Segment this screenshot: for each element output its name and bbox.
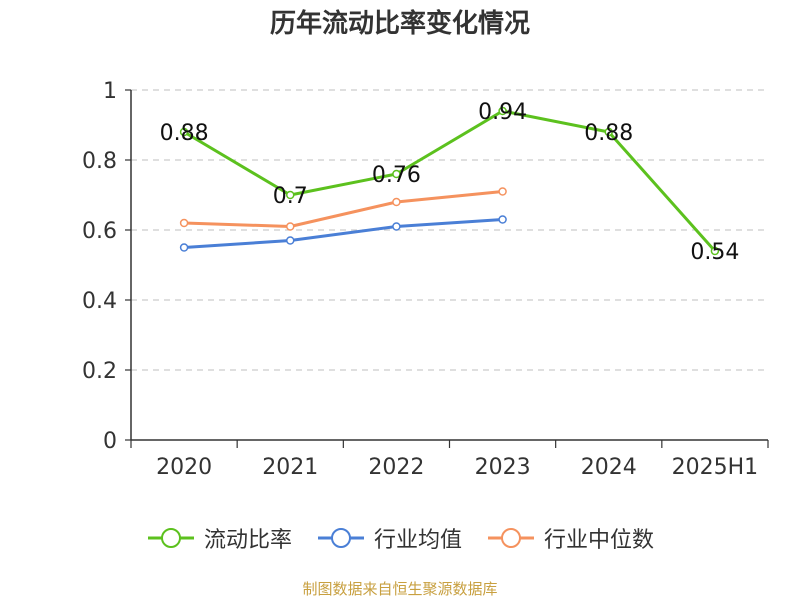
y-tick-label-4: 0.8 [82, 149, 117, 174]
data-label-3: 0.94 [478, 100, 527, 125]
y-tick-label-5: 1 [103, 79, 117, 104]
legend: 流动比率 行业均值 行业中位数 [0, 520, 800, 556]
point-0-4 [604, 127, 613, 137]
y-tick-label-3: 0.6 [82, 219, 117, 244]
point-1-3 [498, 215, 507, 224]
legend-label: 行业中位数 [544, 528, 655, 553]
legend-label: 流动比率 [203, 528, 292, 553]
y-tick-label-1: 0.2 [82, 359, 117, 384]
data-label-0: 0.88 [160, 121, 209, 146]
data-labels: 0.88 0.7 0.76 0.94 0.88 0.54 [160, 100, 740, 265]
point-2-3 [498, 187, 507, 196]
point-1-1 [286, 236, 295, 245]
legend-marker-icon [317, 528, 364, 548]
legend-marker-icon [488, 528, 534, 548]
point-0-5 [710, 246, 720, 256]
legend-marker-icon [147, 528, 194, 548]
series-lines [179, 106, 720, 256]
x-tick-label-1: 2021 [262, 455, 318, 480]
data-label-4: 0.88 [584, 121, 633, 146]
data-label-2: 0.76 [372, 163, 421, 188]
point-0-1 [286, 190, 295, 200]
legend-item-2[interactable]: 行业中位数 [486, 522, 654, 554]
point-0-3 [498, 106, 507, 116]
chart-title: 历年流动比率变化情况 [269, 9, 530, 39]
grid-lines [131, 89, 768, 371]
point-2-1 [286, 222, 295, 231]
source-note: 制图数据来自恒生聚源数据库 [302, 580, 498, 598]
point-1-2 [392, 222, 401, 231]
point-0-2 [392, 169, 401, 179]
x-tick-label-4: 2024 [581, 455, 637, 480]
axes: 0 0.2 0.4 0.6 0.8 1 2020 2021 2022 2023 2024 2025H1 [82, 79, 769, 480]
legend-item-0[interactable]: 流动比率 [146, 522, 292, 554]
data-label-5: 0.54 [690, 240, 739, 265]
y-tick-label-2: 0.4 [82, 289, 117, 314]
point-1-0 [179, 243, 189, 252]
x-tick-label-5: 2025H1 [672, 455, 759, 480]
point-0-0 [179, 127, 189, 137]
x-tick-label-2: 2022 [368, 455, 424, 480]
series-line-1 [183, 218, 503, 249]
data-label-1: 0.7 [273, 184, 308, 209]
point-2-0 [179, 218, 189, 228]
y-tick-label-0: 0 [103, 429, 117, 454]
legend-item-1[interactable]: 行业均值 [316, 522, 462, 554]
series-line-2 [184, 190, 503, 228]
x-tick-label-3: 2023 [475, 455, 531, 480]
point-2-2 [392, 197, 401, 207]
legend-label: 行业均值 [373, 528, 462, 553]
series-line-0 [183, 109, 717, 252]
x-tick-label-0: 2020 [156, 455, 212, 480]
